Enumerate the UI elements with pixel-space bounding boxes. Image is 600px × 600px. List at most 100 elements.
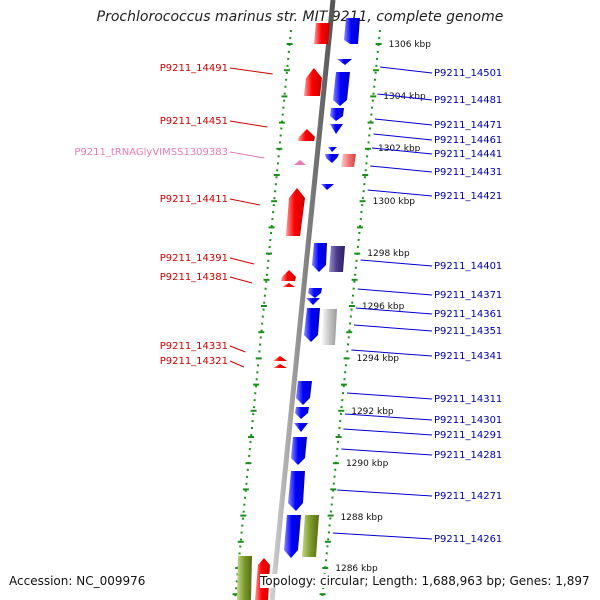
gene-callout-left[interactable]: P9211_14491 — [160, 63, 273, 75]
map-title: Prochlorococcus marinus str. MIT 9211, c… — [96, 9, 504, 25]
gene-callout-right[interactable]: P9211_14281 — [341, 448, 502, 461]
gene-callout-left[interactable]: P9211_14321 — [160, 356, 245, 368]
gene-reverse-14271 — [288, 471, 305, 511]
gene-label[interactable]: P9211_14271 — [434, 491, 502, 502]
gene-label[interactable]: P9211_14291 — [434, 430, 502, 441]
kbp-label: 1298 kbp — [367, 249, 410, 259]
callout-line — [353, 324, 433, 332]
kbp-label: 1292 kbp — [351, 407, 394, 417]
gene-callout-right[interactable]: P9211_14291 — [343, 428, 502, 441]
gene-label[interactable]: P9211_14301 — [434, 415, 502, 426]
gene-callout-right[interactable]: P9211_14351 — [353, 324, 502, 337]
callout-line — [229, 151, 265, 159]
gene-callout-left[interactable]: P9211_14331 — [160, 341, 246, 353]
right-gene-callouts: P9211_14501 P9211_14481 P9211_14471 P9211_1… — [332, 66, 503, 545]
gene-label[interactable]: P9211_14411 — [160, 194, 228, 205]
callout-line — [367, 189, 433, 197]
gene-reverse-14311 — [296, 381, 312, 405]
gene-reverse-14401 — [312, 243, 327, 272]
gene-reverse-14291 — [294, 423, 308, 432]
gene-label[interactable]: P9211_14491 — [160, 63, 228, 74]
gene-label[interactable]: P9211_14361 — [434, 309, 502, 320]
gene-label[interactable]: P9211_14351 — [434, 326, 502, 337]
gene-reverse-14441b — [325, 154, 339, 163]
gene-callout-right[interactable]: P9211_14261 — [332, 532, 502, 545]
gene-reverse-14281 — [291, 437, 307, 465]
gene-reverse-14501 — [337, 59, 352, 65]
gene-reverse-14441 — [328, 147, 337, 152]
gene-callout-right[interactable]: P9211_14371 — [357, 288, 503, 301]
gene-label[interactable]: P9211_14391 — [160, 253, 228, 264]
gene-callout-right[interactable]: P9211_14311 — [347, 392, 502, 405]
left-gene-callouts: P9211_14491 P9211_14451 P9211_tRNAGlyVIMSS… — [74, 63, 273, 368]
gene-reverse-14471 — [330, 108, 344, 121]
callout-line — [360, 259, 433, 267]
gene-callout-right[interactable]: P9211_14501 — [380, 66, 502, 79]
gene-label[interactable]: P9211_14471 — [434, 120, 502, 131]
gene-forward-14451 — [298, 129, 315, 141]
gene-callout-right[interactable]: P9211_14431 — [370, 165, 502, 178]
gene-label[interactable]: P9211_14431 — [434, 167, 502, 178]
gene-reverse-14431 — [341, 154, 356, 167]
kbp-label: 1300 kbp — [373, 197, 416, 207]
kbp-label: 1286 kbp — [335, 564, 378, 574]
gene-label[interactable]: P9211_14441 — [434, 149, 502, 160]
gene-callout-right[interactable]: P9211_14441 — [371, 147, 502, 160]
gene-trna-14451b — [294, 160, 306, 165]
callout-line — [229, 257, 255, 265]
gene-label[interactable]: P9211_14321 — [160, 356, 228, 367]
gene-callout-left[interactable]: P9211_14411 — [160, 194, 260, 206]
gene-callout-right[interactable]: P9211_14361 — [355, 307, 503, 320]
gene-callout-right[interactable]: P9211_14421 — [367, 189, 503, 202]
gene-label[interactable]: P9211_14451 — [160, 116, 228, 127]
right-dotted-guide — [321, 29, 381, 600]
accession-text: Accession: NC_009976 — [9, 574, 146, 588]
gene-label[interactable]: P9211_14371 — [434, 290, 502, 301]
gene-label[interactable]: P9211_14381 — [160, 272, 228, 283]
callout-line — [347, 392, 433, 400]
gene-reverse-top — [344, 18, 360, 44]
gene-reverse-14351 — [304, 308, 320, 342]
kbp-label: 1290 kbp — [346, 459, 389, 469]
gene-callout-right[interactable]: P9211_14271 — [337, 489, 502, 502]
gene-label[interactable]: P9211_14341 — [434, 351, 502, 362]
genome-backbone — [269, 0, 336, 600]
gene-reverse-14421 — [321, 184, 334, 190]
gene-label[interactable]: P9211_14331 — [160, 341, 228, 352]
gene-forward-14411 — [286, 188, 305, 236]
gene-olive-14261b — [302, 515, 319, 557]
gene-callout-left[interactable]: P9211_14381 — [160, 272, 253, 284]
gene-callout-right[interactable]: P9211_14461 — [373, 133, 502, 146]
scale-ticks — [232, 43, 382, 596]
gene-callout-right[interactable]: P9211_14401 — [360, 259, 503, 272]
gene-label[interactable]: P9211_14261 — [434, 534, 502, 545]
callout-line — [229, 360, 245, 368]
gene-label[interactable]: P9211_14401 — [434, 261, 502, 272]
gene-label[interactable]: P9211_14481 — [434, 95, 502, 106]
gene-callout-right[interactable]: P9211_14341 — [351, 349, 502, 362]
gene-forward-14321 — [273, 364, 287, 368]
gene-label[interactable]: P9211_14311 — [434, 394, 502, 405]
gene-label[interactable]: P9211_14461 — [434, 135, 502, 146]
kbp-label: 1306 kbp — [389, 40, 432, 50]
gene-callout-right[interactable]: P9211_14471 — [374, 118, 502, 131]
callout-line — [351, 349, 433, 357]
callout-line — [377, 93, 433, 101]
gene-label[interactable]: P9211_14501 — [434, 68, 502, 79]
callout-line — [229, 120, 268, 128]
gene-callout-right[interactable]: P9211_14301 — [344, 413, 502, 426]
gene-forward-14381 — [282, 283, 295, 287]
callout-line — [229, 276, 253, 284]
gene-label[interactable]: P9211_14421 — [434, 191, 502, 202]
gene-callout-left[interactable]: P9211_14391 — [160, 253, 255, 265]
gene-callout-left[interactable]: P9211_14451 — [160, 116, 268, 128]
gene-reverse-14481 — [333, 72, 350, 106]
callout-line — [229, 67, 273, 75]
kbp-label: 1288 kbp — [340, 513, 383, 523]
gene-callout-left[interactable]: P9211_tRNAGlyVIMSS1309383 — [74, 147, 265, 159]
gene-callout-right[interactable]: P9211_14481 — [377, 93, 502, 106]
gene-label[interactable]: P9211_tRNAGlyVIMSS1309383 — [74, 147, 228, 158]
gene-label[interactable]: P9211_14281 — [434, 450, 502, 461]
callout-line — [332, 532, 433, 540]
